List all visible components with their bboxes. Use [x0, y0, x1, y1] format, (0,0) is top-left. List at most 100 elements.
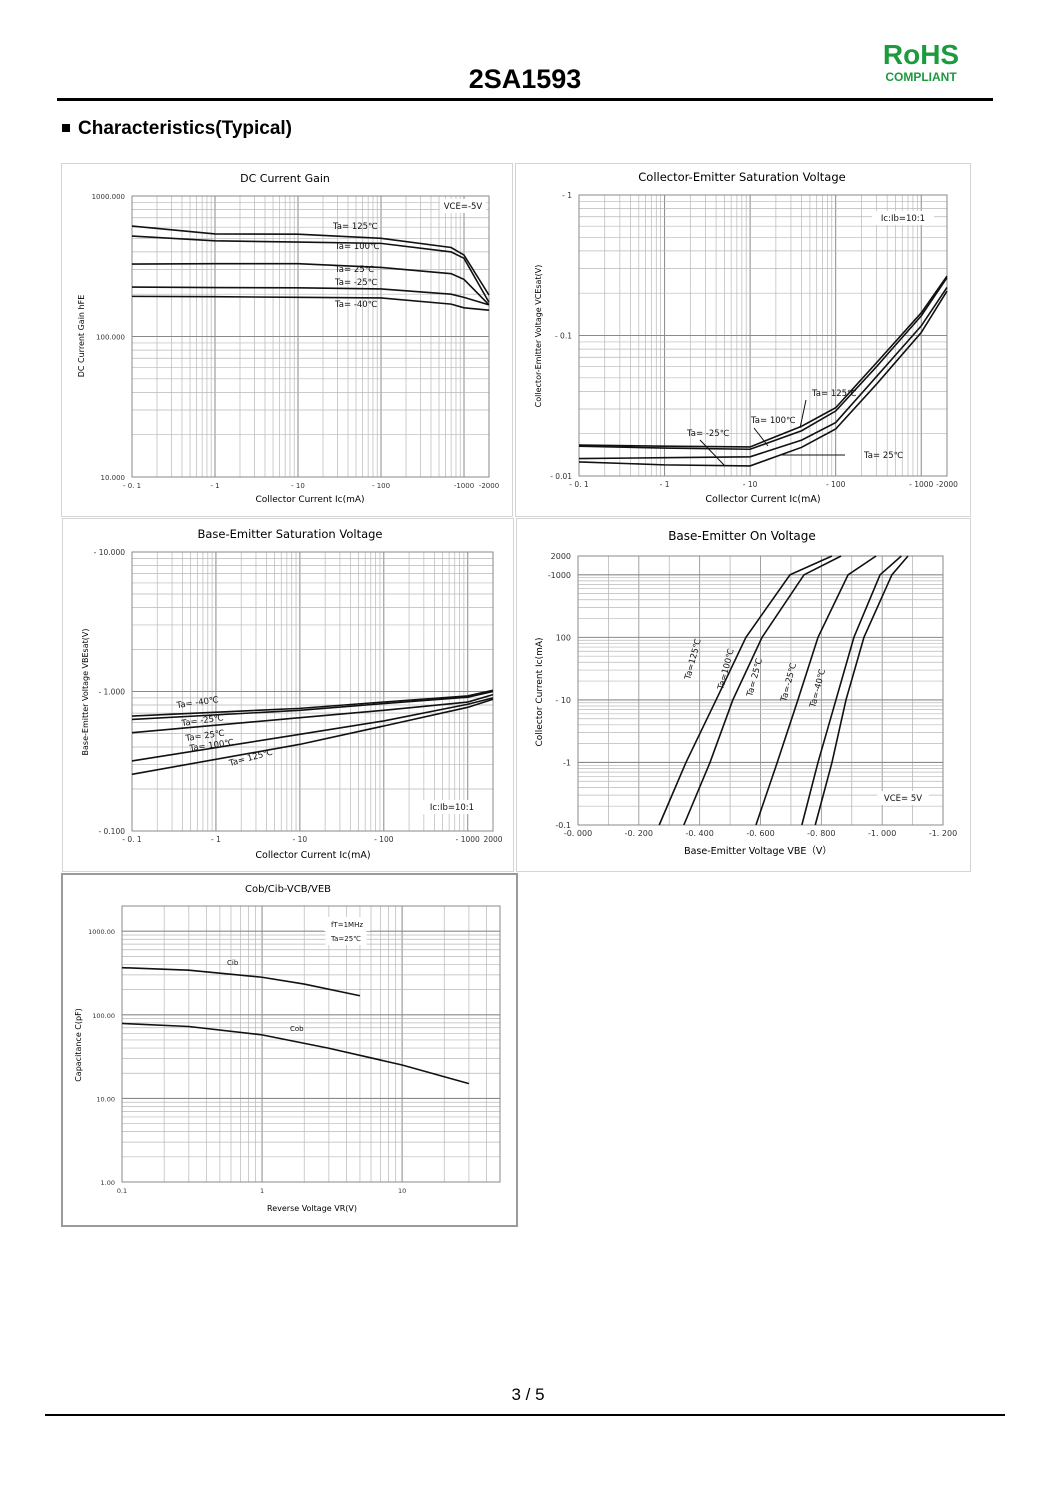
x-tick-label: -1. 200	[929, 829, 957, 838]
y-tick-label: -0.1	[555, 821, 571, 830]
y-tick-label: - 0.100	[98, 827, 125, 836]
condition-annotation: VCE=-5V	[444, 202, 483, 212]
series-curve	[131, 693, 494, 734]
series-label: Ta=-25℃	[779, 662, 799, 704]
x-tick-label: -0. 800	[807, 829, 835, 838]
section-title: Characteristics(Typical)	[78, 118, 293, 139]
annotation-bg	[872, 211, 934, 225]
chart-title: DC Current Gain	[240, 172, 330, 185]
x-tick-label: 0.1	[117, 1187, 127, 1195]
y-tick-label: -1000	[548, 571, 571, 580]
series-curve	[131, 286, 490, 306]
x-tick-label: 2000	[483, 835, 502, 844]
y-tick-label: 1000.000	[92, 193, 125, 201]
bullet-square-icon	[62, 124, 70, 132]
series-curve	[683, 555, 842, 826]
series-curve	[131, 235, 490, 303]
chart-panel-vbe-on	[516, 518, 971, 872]
plot-frame	[578, 194, 948, 477]
x-tick-label: - 0. 1	[122, 835, 142, 844]
series-label: Ta= 125℃	[811, 389, 857, 399]
series-label: Ta= 25℃	[745, 657, 765, 699]
part-number-title: 2SA1593	[468, 64, 582, 94]
series-label: Ta= 25℃	[334, 265, 375, 275]
chart-title: Base-Emitter On Voltage	[668, 529, 816, 543]
x-tick-label: - 0. 1	[569, 480, 589, 489]
chart-title: Base-Emitter Saturation Voltage	[197, 527, 382, 541]
series-label: Ta= -25℃	[334, 278, 378, 288]
x-axis-label: Collector Current Ic(mA)	[255, 850, 370, 861]
series-label: Ta= 100℃	[750, 416, 796, 426]
plot-frame	[121, 905, 501, 1183]
x-tick-label: - 100	[374, 835, 394, 844]
y-tick-label: - 0.1	[555, 332, 572, 341]
condition-annotation: fT=1MHz	[331, 921, 363, 929]
x-tick-label: -1. 000	[868, 829, 896, 838]
x-tick-label: -0. 000	[564, 829, 592, 838]
page-number: 3 / 5	[511, 1385, 545, 1404]
rohs-logo: RoHS COMPLIANT	[878, 39, 964, 85]
series-curve	[578, 277, 948, 451]
x-tick-label: -2000	[479, 482, 499, 490]
x-tick-label: -0. 200	[625, 829, 653, 838]
x-tick-label: - 100	[826, 480, 846, 489]
condition-annotation: Ic:Ib=10:1	[430, 803, 474, 813]
y-tick-label: 1.00	[101, 1179, 115, 1187]
series-label: Ta=100℃	[716, 647, 737, 691]
chart-title: Collector-Emitter Saturation Voltage	[638, 170, 845, 184]
chart-panel-dc-current-gain	[61, 163, 513, 517]
x-tick-label: - 1	[210, 482, 219, 490]
chart-title: Cob/Cib-VCB/VEB	[245, 884, 331, 895]
series-label: Ta= 125℃	[332, 222, 378, 232]
series-curve	[578, 286, 948, 460]
x-axis-label: Collector Current Ic(mA)	[705, 494, 820, 505]
y-tick-label: -1	[563, 758, 571, 767]
pointer-arrow	[699, 439, 726, 467]
x-tick-label: - 10	[743, 480, 758, 489]
annotation-bg	[421, 800, 483, 814]
series-curve	[578, 290, 948, 467]
header-divider	[57, 98, 993, 101]
annotation-bg	[323, 917, 371, 931]
x-tick-label: - 10	[291, 482, 305, 490]
x-tick-label: - 1000	[909, 480, 933, 489]
chart-panel-capacitance	[61, 873, 518, 1227]
series-curve	[131, 225, 490, 296]
y-tick-label: - 1.000	[98, 688, 125, 697]
series-label: Ta= -25℃	[686, 429, 730, 439]
x-tick-label: - 1	[211, 835, 221, 844]
rohs-compliant-text: COMPLIANT	[885, 70, 957, 84]
annotation-bg	[439, 199, 487, 213]
series-label: Ta= -40℃	[334, 300, 378, 310]
series-curve	[131, 690, 494, 721]
x-tick-label: - 1	[660, 480, 670, 489]
y-tick-label: 1000.00	[88, 928, 115, 936]
series-curve	[755, 555, 877, 826]
series-label: Ta= 25℃	[863, 451, 904, 461]
x-tick-label: 1	[260, 1187, 264, 1195]
plot-frame	[131, 195, 490, 478]
y-tick-label: - 10.000	[94, 548, 126, 557]
y-tick-label: 2000	[551, 552, 571, 561]
series-curve	[658, 555, 833, 826]
rohs-text: RoHS	[882, 39, 960, 70]
y-tick-label: 10.000	[101, 474, 126, 482]
x-tick-label: -0. 600	[746, 829, 774, 838]
series-label: Ta= 125℃	[227, 748, 274, 770]
condition-annotation: VCE= 5V	[884, 794, 922, 804]
y-tick-label: 10.00	[96, 1095, 115, 1103]
series-curve	[131, 698, 494, 776]
pointer-arrow	[753, 427, 769, 447]
x-tick-label: -2000	[936, 480, 958, 489]
plot-frame	[577, 555, 944, 826]
series-curve	[121, 966, 361, 997]
series-curve	[131, 295, 490, 311]
annotation-bg	[877, 791, 929, 805]
x-tick-label: - 10	[293, 835, 308, 844]
y-tick-label: 100.000	[96, 334, 125, 342]
x-tick-label: -0. 400	[685, 829, 713, 838]
series-label: Ta= 100℃	[334, 242, 380, 252]
series-curve	[801, 555, 902, 826]
pointer-arrow	[799, 399, 807, 429]
